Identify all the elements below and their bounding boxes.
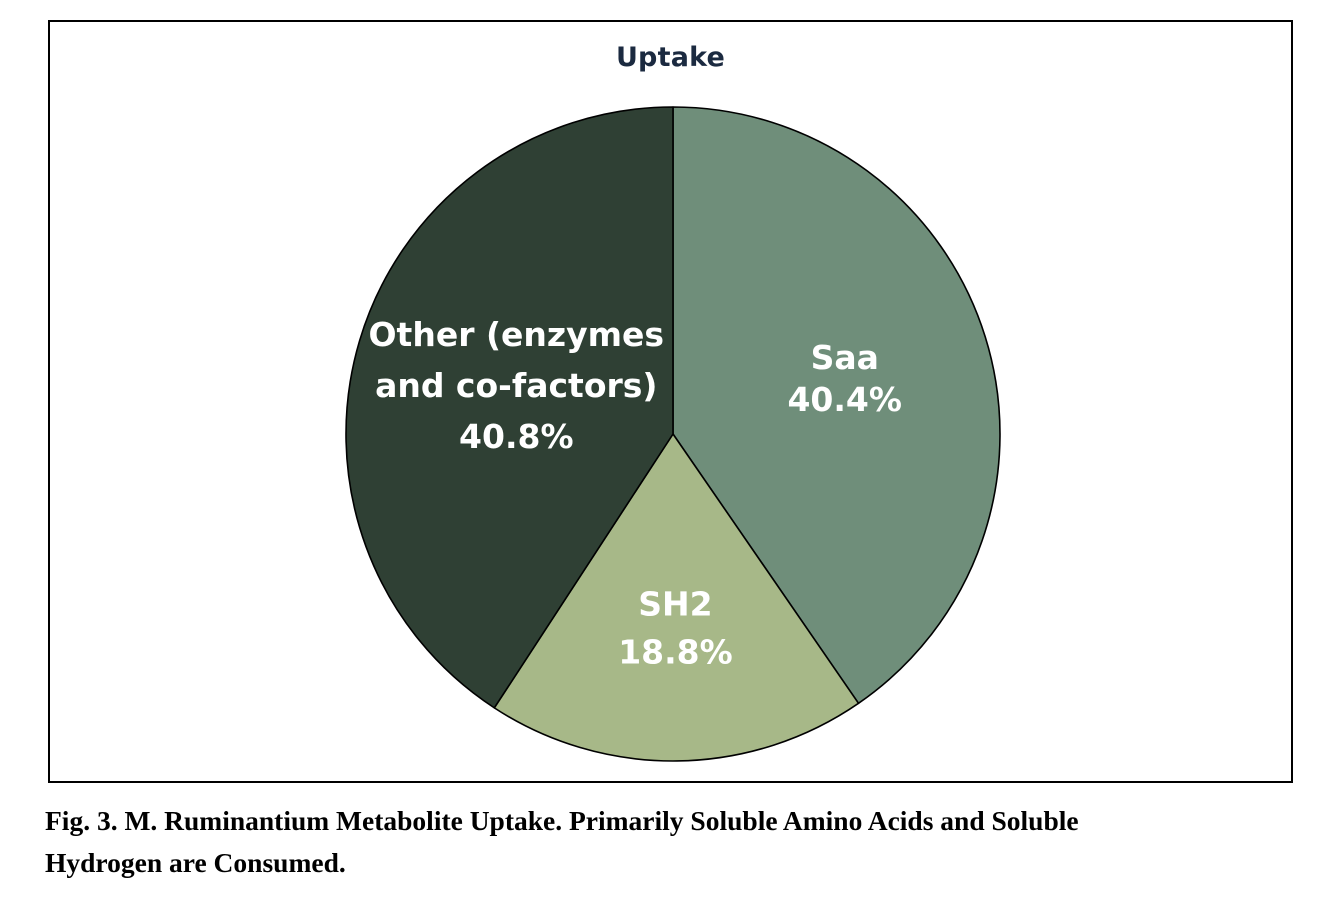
caption-line-2: Hydrogen are Consumed. xyxy=(45,847,346,878)
pie-slice xyxy=(672,106,1001,705)
slice-value-label: 40.8% xyxy=(459,417,574,456)
slice-value-label: 18.8% xyxy=(618,633,733,672)
chart-title: Uptake xyxy=(615,42,726,73)
slice-category-label: and co-factors) xyxy=(375,366,657,405)
slice-category-label: SH2 xyxy=(638,585,712,624)
slice-category-label: Other (enzymes xyxy=(369,315,665,354)
slice-category-label: Saa xyxy=(811,338,879,377)
pie-slice xyxy=(493,433,860,762)
pie-slice xyxy=(345,106,674,709)
figure-caption: Fig. 3. M. Ruminantium Metabolite Uptake… xyxy=(45,800,1285,884)
slice-value-label: 40.4% xyxy=(787,380,902,419)
caption-line-1: Fig. 3. M. Ruminantium Metabolite Uptake… xyxy=(45,805,1079,836)
chart-frame: Uptake Saa 40.4% SH2 18.8% Other (enzymes and… xyxy=(48,20,1293,783)
